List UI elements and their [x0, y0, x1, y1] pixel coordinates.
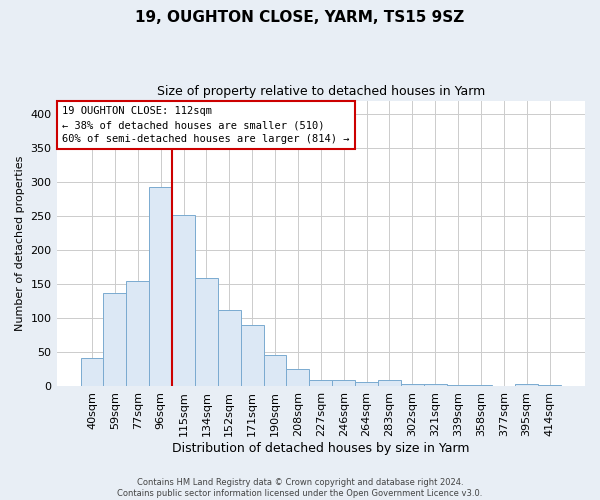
Bar: [172, 215, 195, 386]
Bar: [127, 281, 149, 386]
Y-axis label: Number of detached properties: Number of detached properties: [15, 156, 25, 331]
Bar: [401, 384, 424, 386]
Bar: [538, 385, 561, 386]
Bar: [103, 292, 127, 386]
Bar: [241, 325, 263, 386]
Bar: [286, 370, 310, 386]
Text: Contains HM Land Registry data © Crown copyright and database right 2024.
Contai: Contains HM Land Registry data © Crown c…: [118, 478, 482, 498]
Bar: [149, 187, 172, 386]
Bar: [332, 380, 355, 386]
Bar: [218, 310, 241, 386]
Bar: [263, 355, 286, 386]
Text: 19, OUGHTON CLOSE, YARM, TS15 9SZ: 19, OUGHTON CLOSE, YARM, TS15 9SZ: [136, 10, 464, 25]
Text: 19 OUGHTON CLOSE: 112sqm
← 38% of detached houses are smaller (510)
60% of semi-: 19 OUGHTON CLOSE: 112sqm ← 38% of detach…: [62, 106, 349, 144]
X-axis label: Distribution of detached houses by size in Yarm: Distribution of detached houses by size …: [172, 442, 470, 455]
Bar: [80, 358, 103, 386]
Bar: [195, 278, 218, 386]
Title: Size of property relative to detached houses in Yarm: Size of property relative to detached ho…: [157, 85, 485, 98]
Bar: [424, 384, 446, 386]
Bar: [355, 382, 378, 386]
Bar: [378, 380, 401, 386]
Bar: [310, 380, 332, 386]
Bar: [515, 384, 538, 386]
Bar: [469, 385, 493, 386]
Bar: [446, 385, 469, 386]
